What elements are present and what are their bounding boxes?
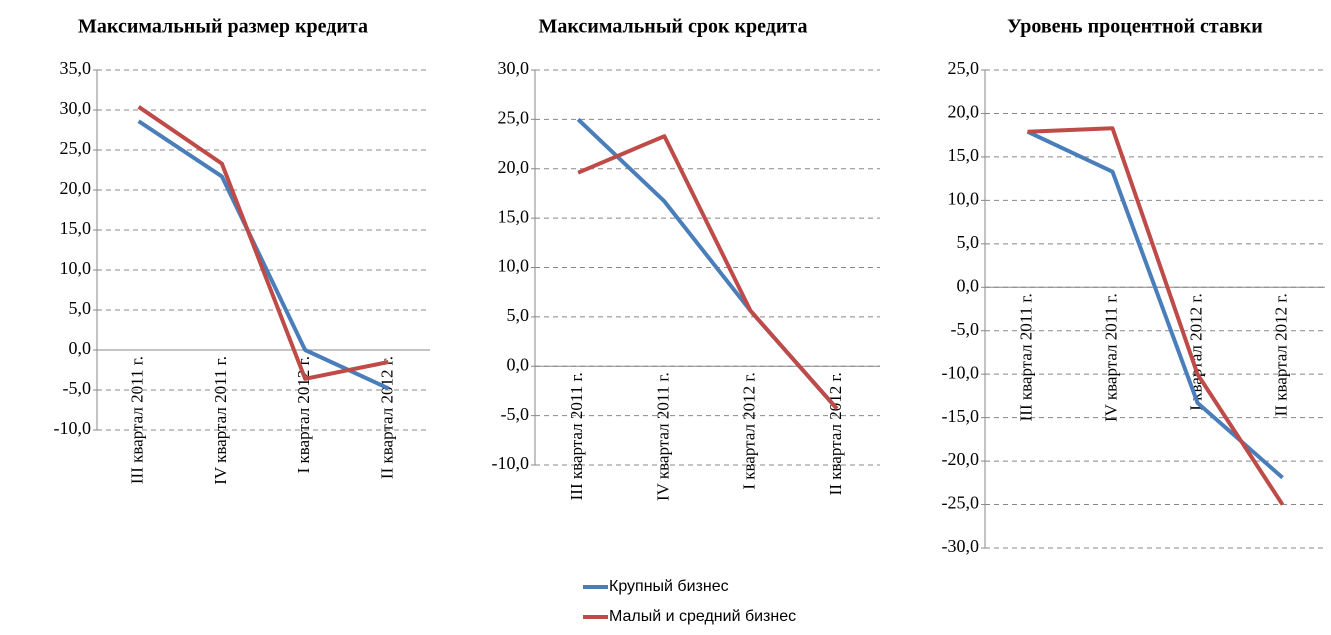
y-tick-label: -30,0 [942,536,980,556]
x-tick-label: II квартал 2012 г. [826,372,845,495]
y-tick-label: 10,0 [60,258,92,278]
y-tick-label: -5,0 [951,319,980,339]
x-tick-label: III квартал 2011 г. [567,372,586,500]
y-tick-label: -5,0 [63,378,92,398]
y-tick-label: 20,0 [948,102,980,122]
y-tick-label: 0,0 [957,275,980,295]
y-tick-label: 30,0 [498,58,530,78]
y-tick-label: 20,0 [498,157,530,177]
series-line [577,134,839,411]
x-tick-label: II квартал 2012 г. [1271,293,1290,416]
y-tick-label: -20,0 [942,449,980,469]
y-tick-label: 0,0 [69,338,92,358]
y-tick-label: 30,0 [60,98,92,118]
y-tick-label: 5,0 [69,298,92,318]
legend-label: Крупный бизнес [609,578,729,595]
y-tick-label: 15,0 [60,218,92,238]
y-tick-label: 0,0 [507,354,530,374]
y-tick-label: -25,0 [942,493,980,513]
y-tick-label: 15,0 [498,206,530,226]
series-line [1027,126,1285,506]
y-tick-label: -10,0 [492,453,530,473]
y-tick-label: 10,0 [498,256,530,276]
x-tick-label: IV квартал 2011 г. [211,356,230,485]
y-tick-label: 35,0 [60,58,92,78]
y-tick-label: -10,0 [54,418,92,438]
x-tick-label: IV квартал 2011 г. [653,372,672,501]
y-tick-label: 5,0 [507,305,530,325]
y-tick-label: 5,0 [957,232,980,252]
x-tick-label: III квартал 2011 г. [128,356,147,484]
y-tick-label: -15,0 [942,406,980,426]
y-tick-label: -10,0 [942,362,980,382]
series-line [137,119,390,391]
x-tick-label: IV квартал 2011 г. [1101,293,1120,422]
y-tick-label: 20,0 [60,178,92,198]
chart-title: Максимальный срок кредита [539,16,808,38]
legend-label: Малый и средний бизнес [609,608,796,625]
series-line [137,105,389,381]
y-tick-label: 15,0 [948,145,980,165]
chart-title: Максимальный размер кредита [78,16,368,38]
y-tick-label: 10,0 [948,188,980,208]
y-tick-label: -5,0 [501,404,530,424]
x-tick-label: I квартал 2012 г. [740,372,759,489]
series-line [1026,129,1284,480]
x-tick-label: II квартал 2012 г. [377,356,396,479]
y-tick-label: 25,0 [948,58,980,78]
y-tick-label: 25,0 [60,138,92,158]
chart-title: Уровень процентной ставки [1007,16,1263,38]
x-tick-label: III квартал 2011 г. [1016,293,1035,421]
x-tick-label: I квартал 2012 г. [294,356,313,473]
y-tick-label: 25,0 [498,108,530,128]
